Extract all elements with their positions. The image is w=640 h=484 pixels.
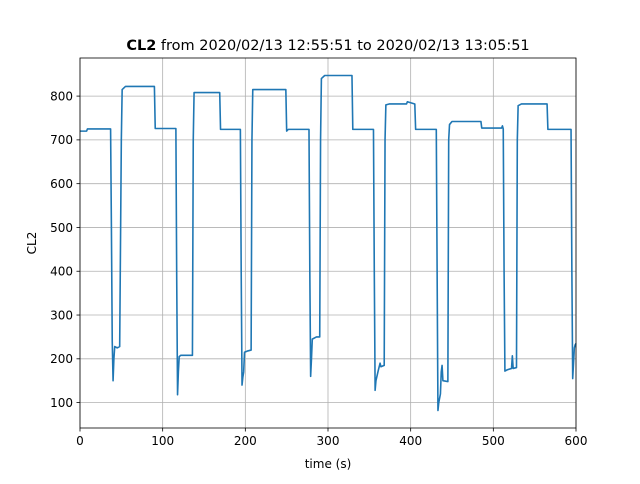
x-tick-label: 200 [234, 434, 257, 448]
x-tick-label: 0 [76, 434, 84, 448]
chart-title-bold: CL2 [126, 38, 156, 54]
x-tick-label: 100 [151, 434, 174, 448]
y-tick-label: 200 [50, 352, 73, 366]
y-axis-label: CL2 [25, 232, 39, 255]
chart-title: CL2 from 2020/02/13 12:55:51 to 2020/02/… [126, 38, 529, 54]
x-axis: 0 100 200 300 400 500 600 [76, 428, 587, 448]
data-line [80, 74, 577, 412]
x-tick-label: 500 [482, 434, 505, 448]
y-tick-label: 700 [50, 133, 73, 147]
x-tick-label: 300 [317, 434, 340, 448]
y-tick-label: 300 [50, 308, 73, 322]
x-tick-label: 400 [399, 434, 422, 448]
y-tick-label: 600 [50, 177, 73, 191]
y-tick-label: 500 [50, 221, 73, 235]
x-tick-label: 600 [565, 434, 588, 448]
y-tick-label: 800 [50, 89, 73, 103]
data-line-group [80, 74, 577, 412]
y-axis: 100 200 300 400 500 600 700 800 [50, 89, 80, 410]
x-axis-label: time (s) [305, 457, 352, 471]
chart-title-rest: from 2020/02/13 12:55:51 to 2020/02/13 1… [156, 38, 529, 54]
grid-lines [79, 58, 577, 428]
y-tick-label: 400 [50, 265, 73, 279]
y-tick-label: 100 [50, 396, 73, 410]
